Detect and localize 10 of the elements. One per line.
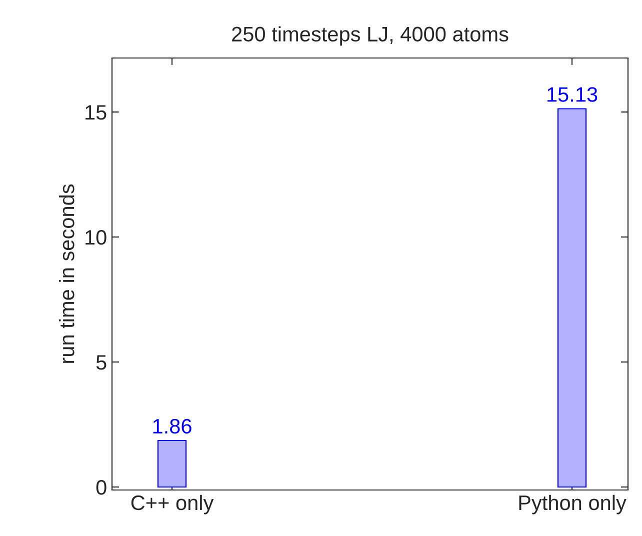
chart-title: 250 timesteps LJ, 4000 atoms [232,26,508,46]
y-tick-label: 5 [96,355,106,370]
y-tick-label: 0 [96,480,106,495]
data-label: 1.86 [153,418,192,434]
y-tick-label: 10 [86,230,106,245]
y-axis-title: run time in seconds [58,184,74,363]
x-tick-label: Python only [519,494,626,514]
x-tick-label: C++ only [131,494,214,514]
y-tick-label: 15 [86,105,106,120]
data-label: 15.13 [548,87,598,102]
